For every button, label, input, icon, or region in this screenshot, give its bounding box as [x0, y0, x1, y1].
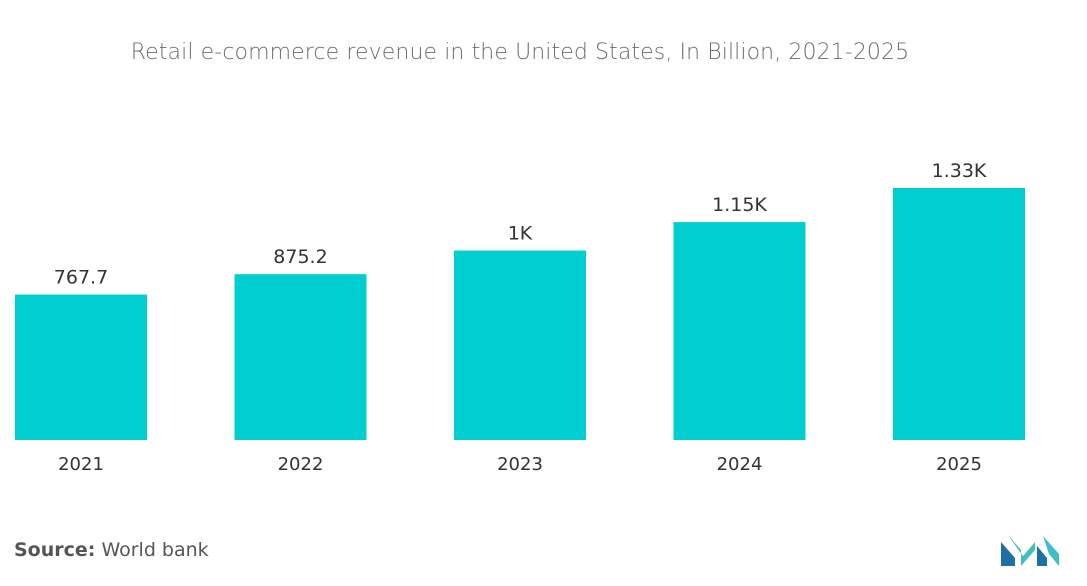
- x-tick-label-2024: 2024: [717, 454, 763, 475]
- data-label-2021: 767.7: [54, 267, 108, 289]
- x-tick-label-2023: 2023: [497, 454, 543, 475]
- source-value: World bank: [101, 539, 209, 561]
- x-axis-ticks-group: 2021 2022 2023 2024 2025: [58, 454, 982, 475]
- data-labels-group: 767.7 875.2 1K 1.15K 1.33K: [54, 160, 987, 289]
- data-label-2023: 1K: [508, 223, 533, 245]
- x-tick-label-2021: 2021: [58, 454, 104, 475]
- bar-2024: [673, 222, 806, 440]
- x-tick-label-2025: 2025: [936, 454, 982, 475]
- bar-2025: [893, 188, 1025, 440]
- source-label: Source:: [14, 539, 96, 561]
- data-label-2022: 875.2: [273, 246, 327, 268]
- bar-2021: [15, 294, 147, 440]
- bar-2023: [454, 250, 586, 440]
- data-label-2025: 1.33K: [932, 160, 987, 182]
- bars-group: [15, 188, 1025, 440]
- mordor-intelligence-logo-icon: [1001, 534, 1059, 566]
- bar-2022: [234, 274, 367, 440]
- source-note: Source: World bank: [14, 539, 209, 561]
- chart-title: Retail e-commerce revenue in the United …: [130, 40, 910, 65]
- x-tick-label-2022: 2022: [278, 454, 324, 475]
- data-label-2024: 1.15K: [712, 194, 767, 216]
